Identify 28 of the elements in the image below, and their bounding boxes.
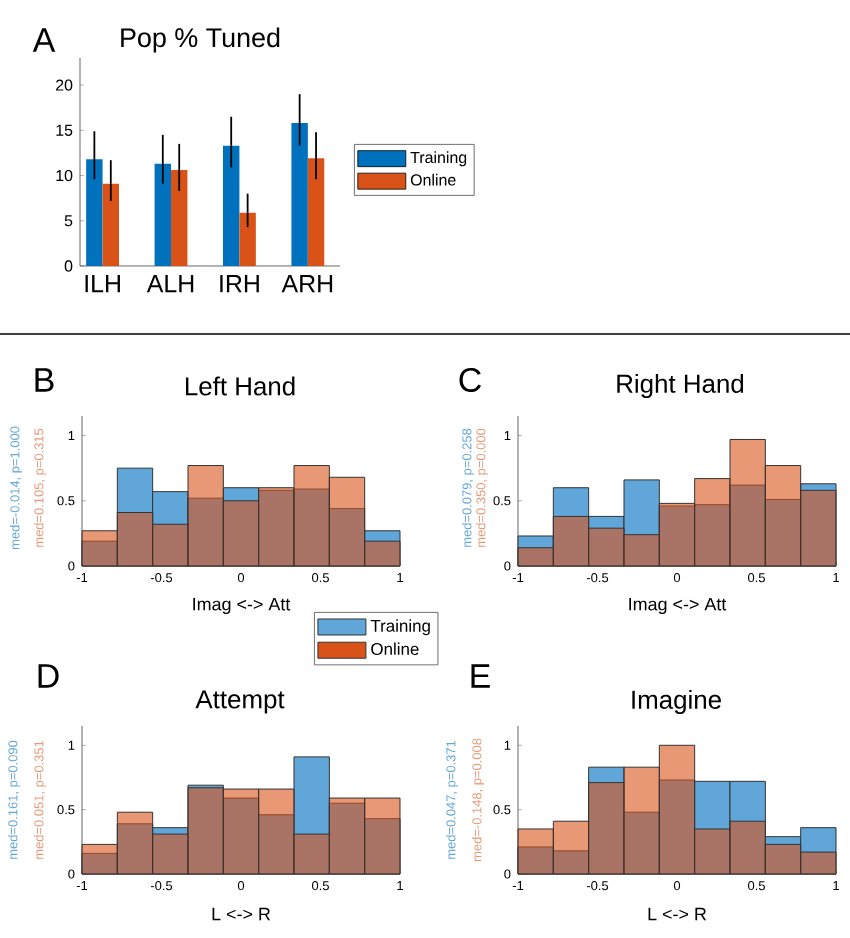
bar (86, 159, 103, 266)
x-axis-title: L <-> R (212, 907, 271, 921)
x-tick-label: ILH (85, 275, 120, 293)
chart-title: Right Hand (617, 373, 744, 399)
text: C (459, 367, 481, 392)
text: D (38, 664, 59, 688)
x-tick-label: IRH (220, 275, 259, 293)
x-axis-title: Imag <-> Att (193, 597, 291, 615)
text: A (32, 28, 56, 52)
legend-label: Training (370, 619, 430, 636)
bar (171, 170, 188, 266)
chart-title: Imagine (632, 689, 721, 715)
x-tick-label: ALH (146, 275, 194, 293)
chart-title: Attempt (195, 690, 285, 714)
x-axis-title: Imag <-> Att (629, 597, 727, 615)
chart-title: Left Hand (185, 376, 295, 396)
x-tick-label: ARH (281, 275, 333, 293)
legend-label: Online (371, 642, 419, 656)
text: E (471, 664, 490, 688)
text: B (35, 368, 54, 392)
bar (291, 123, 308, 266)
x-axis-title: L <-> R (648, 907, 707, 921)
bar (223, 145, 240, 266)
bar (154, 163, 171, 266)
bar (102, 183, 119, 266)
bar (307, 158, 325, 266)
bar (239, 212, 256, 266)
chart-title: Pop % Tuned (121, 27, 280, 53)
